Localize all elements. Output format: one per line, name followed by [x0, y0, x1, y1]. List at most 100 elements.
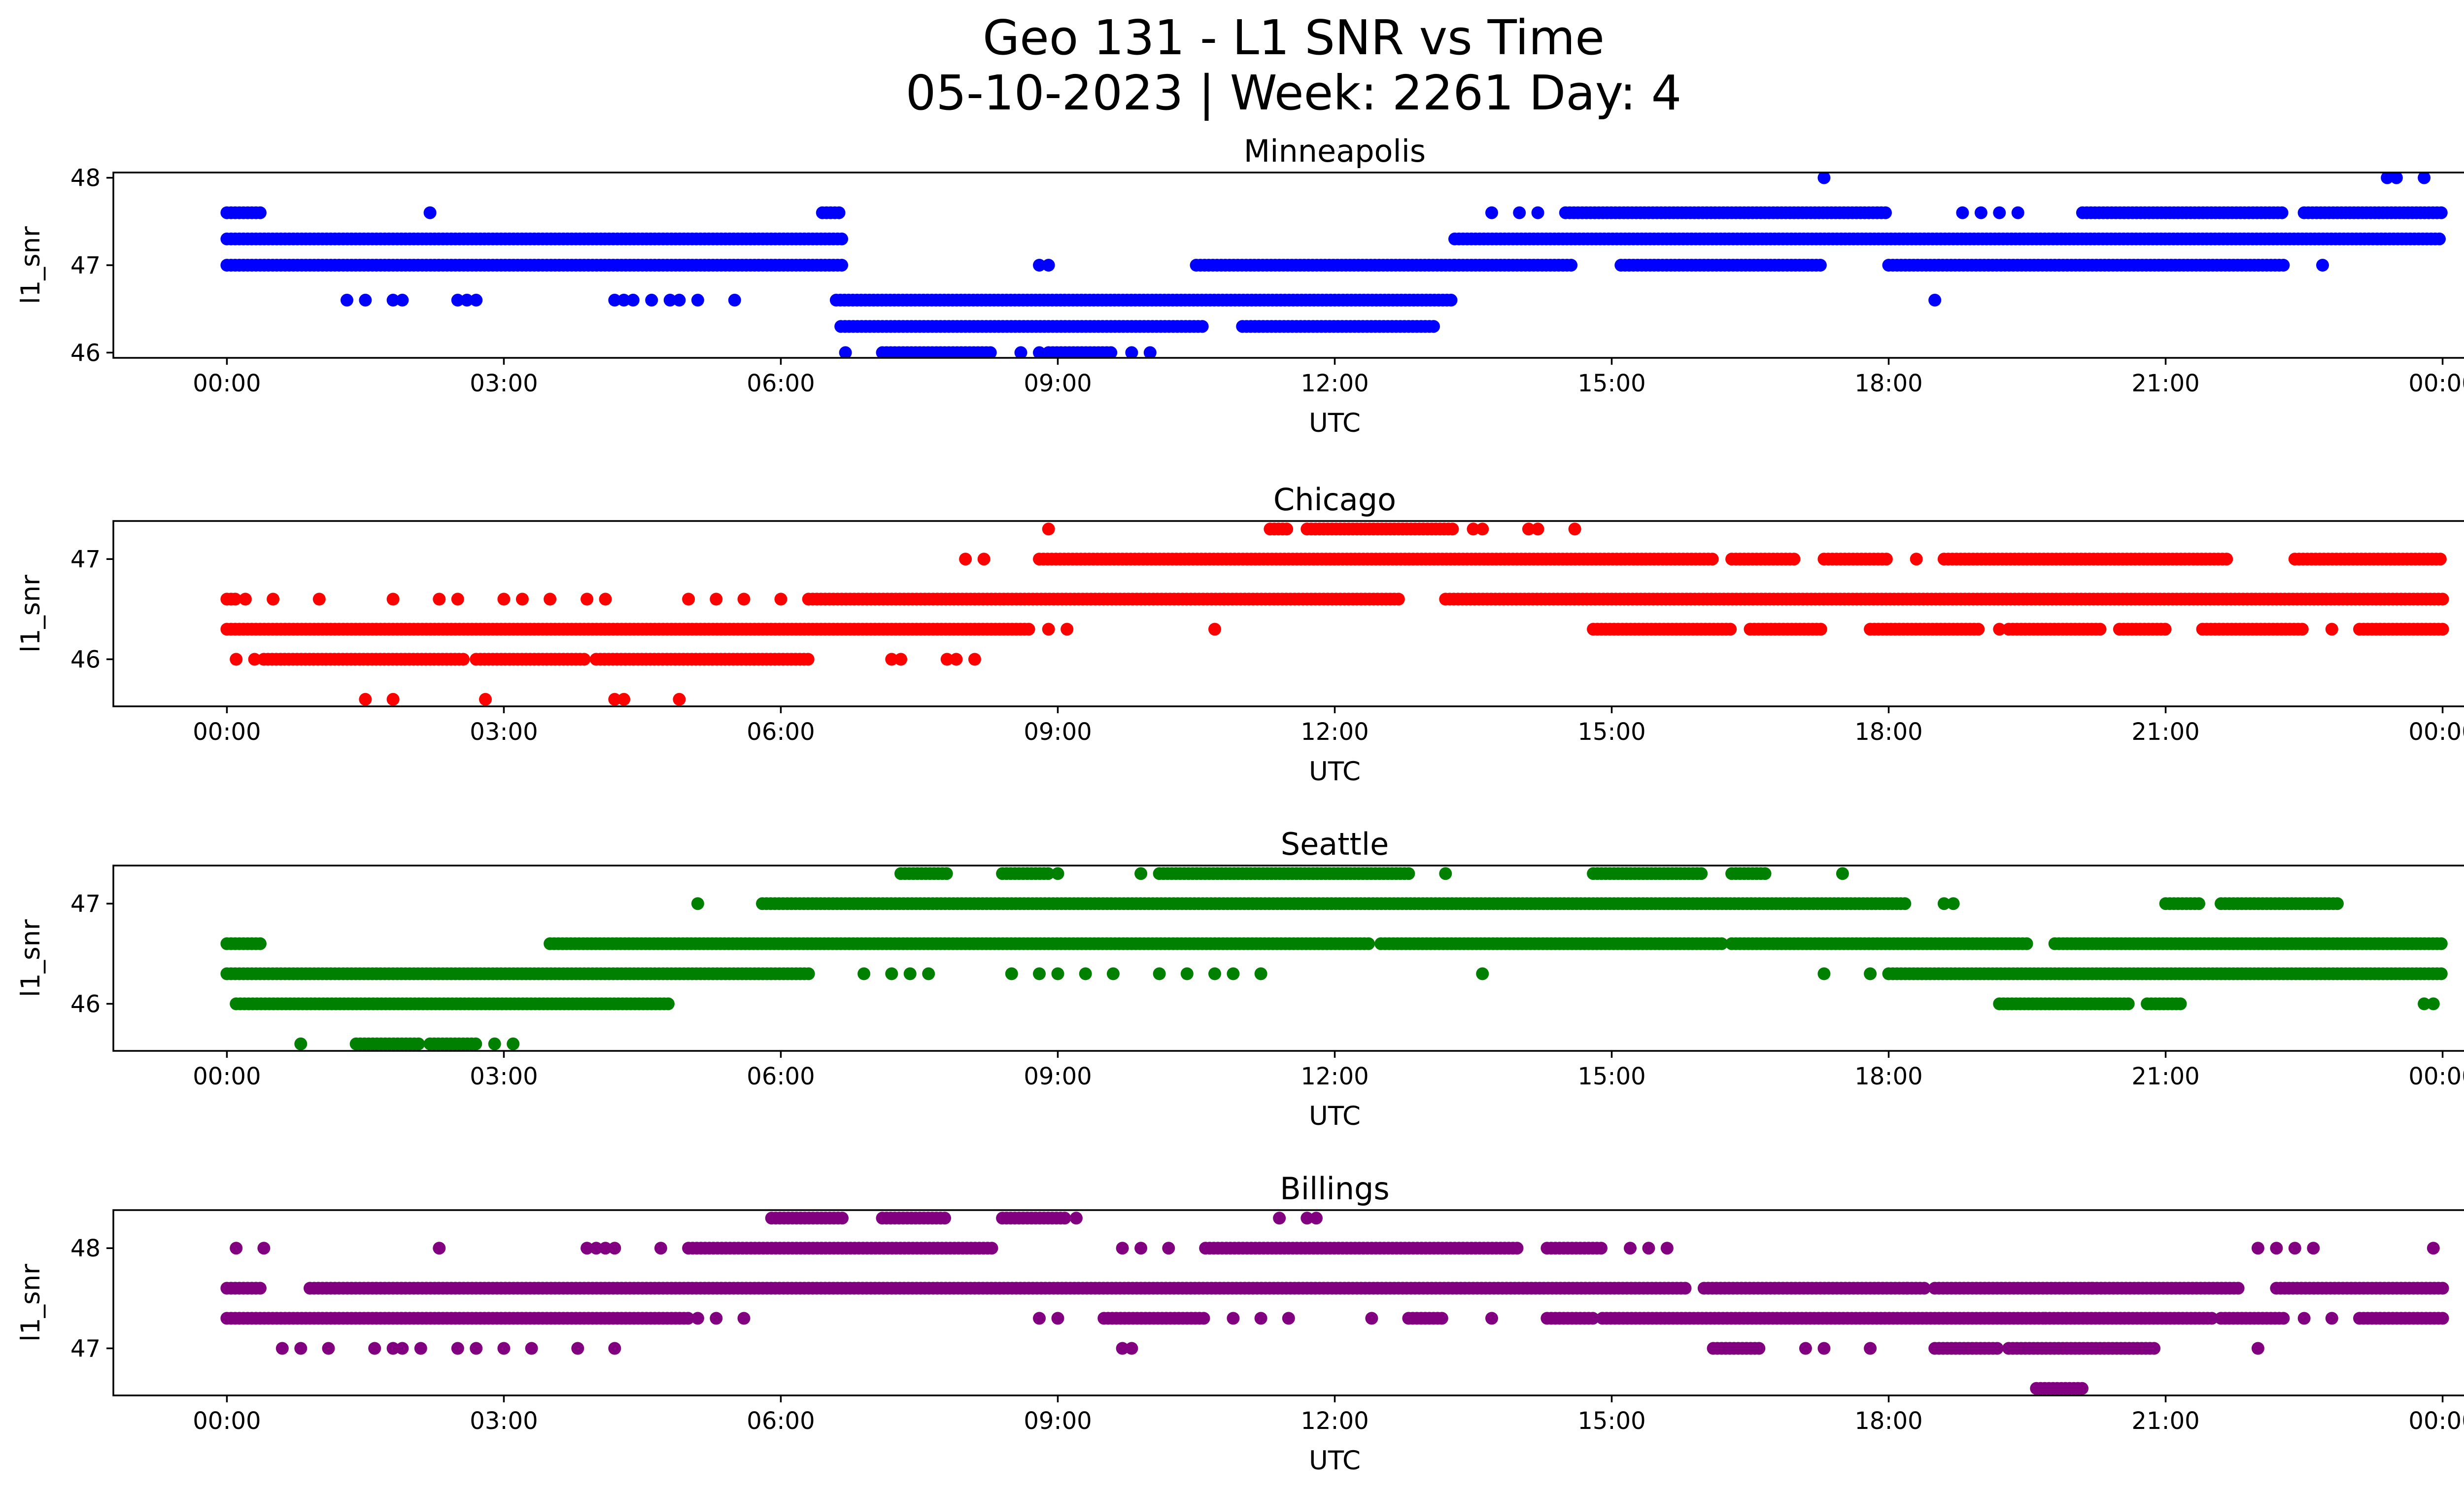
x-tick-label: 21:00 [2131, 1063, 2199, 1090]
data-point [1917, 1282, 1931, 1295]
data-point [1014, 346, 1027, 358]
data-point [1467, 522, 1480, 536]
y-tick-label: 47 [70, 252, 101, 279]
data-point [1033, 967, 1046, 980]
data-point [2020, 937, 2033, 950]
x-tick-label: 06:00 [747, 718, 815, 746]
data-point [673, 293, 686, 307]
data-point [710, 592, 723, 606]
data-point [1531, 206, 1544, 219]
data-point [2277, 1312, 2290, 1325]
data-point [1993, 206, 2006, 219]
data-point [396, 293, 409, 307]
data-point [1134, 867, 1148, 880]
data-point [626, 293, 640, 307]
data-point [1051, 867, 1064, 880]
x-tick-label: 15:00 [1577, 718, 1645, 746]
data-point [488, 1037, 501, 1050]
data-point [682, 1312, 695, 1325]
data-point [1446, 522, 1459, 536]
x-tick-label: 18:00 [1854, 1063, 1922, 1090]
axes-frame [112, 520, 2464, 707]
data-point [267, 592, 280, 606]
data-point [1817, 173, 1831, 184]
data-point [1033, 259, 1046, 272]
data-point [839, 346, 852, 358]
data-point [1042, 623, 1055, 636]
data-point [230, 653, 243, 666]
data-point [1695, 867, 1708, 880]
x-tick-label: 18:00 [1854, 370, 1922, 397]
x-tick-label: 18:00 [1854, 718, 1922, 746]
data-point [359, 693, 372, 706]
data-point [2295, 623, 2309, 636]
y-tick-label: 47 [70, 890, 101, 918]
data-point [1817, 967, 1831, 980]
y-tick-label: 46 [70, 990, 101, 1018]
x-tick-label: 00:00 [193, 718, 261, 746]
x-tick-label: 03:00 [470, 370, 538, 397]
data-point [663, 293, 677, 307]
data-point [1522, 522, 1535, 536]
data-point [294, 1037, 308, 1050]
data-point [2433, 553, 2447, 566]
data-point [1022, 623, 1035, 636]
data-point [950, 653, 963, 666]
data-point [1051, 967, 1064, 980]
data-point [617, 293, 630, 307]
data-point [673, 693, 686, 706]
data-point [2011, 206, 2024, 219]
data-point [386, 693, 400, 706]
data-points [220, 522, 2449, 706]
data-point [1485, 206, 1498, 219]
x-tick-label: 12:00 [1300, 1063, 1369, 1090]
data-point [433, 592, 446, 606]
data-point [737, 592, 751, 606]
x-tick-label: 12:00 [1300, 370, 1369, 397]
data-point [2418, 997, 2431, 1010]
data-point [617, 693, 630, 706]
data-point [1254, 967, 1267, 980]
data-point [2275, 206, 2289, 219]
data-point [1280, 522, 1294, 536]
data-point [1678, 1282, 1692, 1295]
data-point [1836, 867, 1849, 880]
data-point [940, 867, 953, 880]
x-tick-label: 15:00 [1577, 1063, 1645, 1090]
x-tick-label: 09:00 [1024, 370, 1092, 397]
data-point [2433, 232, 2446, 245]
data-point [1974, 206, 1987, 219]
data-point [1972, 623, 1985, 636]
x-axis-label: UTC [1309, 408, 1361, 438]
data-point [359, 293, 372, 307]
data-point [922, 967, 935, 980]
data-point [2325, 623, 2338, 636]
data-point [1814, 259, 1827, 272]
x-tick-label: 21:00 [2131, 718, 2199, 746]
data-point [1143, 346, 1157, 358]
data-point [608, 293, 621, 307]
y-tick-label: 47 [70, 546, 101, 573]
data-point [1197, 1312, 1210, 1325]
x-tick-label: 09:00 [1024, 1063, 1092, 1090]
data-point [451, 592, 464, 606]
data-point [903, 967, 917, 980]
y-tick-label: 46 [70, 339, 101, 367]
data-point [691, 897, 704, 910]
data-point [248, 653, 261, 666]
data-point [1993, 623, 2006, 636]
x-tick-label: 12:00 [1300, 718, 1369, 746]
data-point [457, 653, 470, 666]
y-axis-label: l1_snr [16, 919, 46, 997]
data-point [423, 206, 437, 219]
data-point [515, 592, 529, 606]
data-point [835, 259, 849, 272]
data-point [544, 592, 557, 606]
data-point [1106, 967, 1120, 980]
data-point [507, 1037, 520, 1050]
x-tick-label: 00:00 [193, 1063, 261, 1090]
data-point [1715, 937, 1728, 950]
data-point [1565, 259, 1578, 272]
